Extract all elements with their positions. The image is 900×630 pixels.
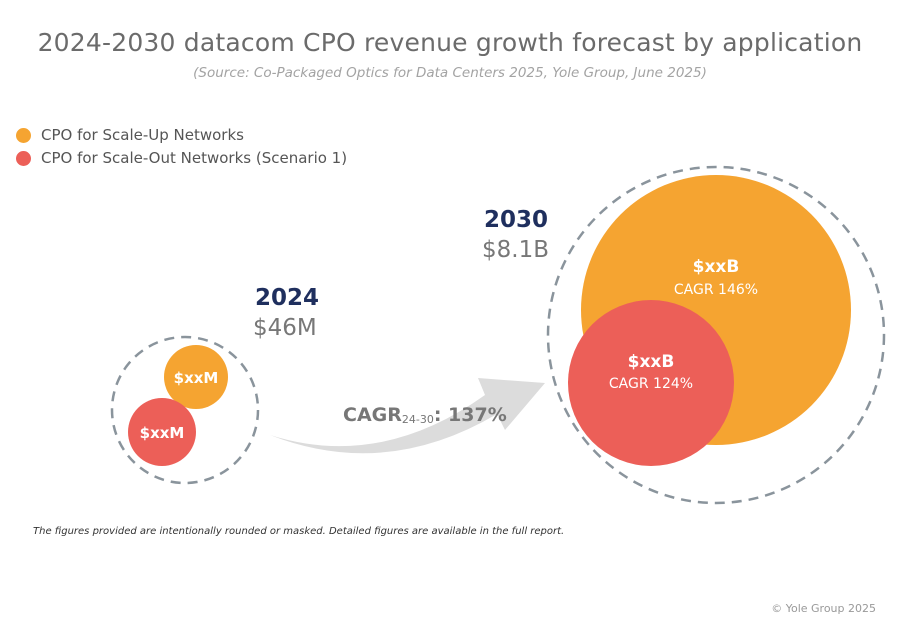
legend-item-scale-up: CPO for Scale-Up Networks [16, 126, 244, 144]
value-2024-scale-out: $xxM [140, 424, 185, 442]
legend-dot-orange-icon [16, 127, 31, 143]
page-title: 2024-2030 datacom CPO revenue growth for… [37, 28, 863, 57]
overall-cagr: CAGR24-30: 137% [343, 404, 507, 426]
bubble-2024-scale-out [128, 398, 196, 466]
growth-arrow [270, 378, 545, 454]
legend-label: CPO for Scale-Up Networks [41, 126, 244, 144]
footnote: The figures provided are intentionally r… [33, 526, 565, 537]
legend-dot-red-icon [16, 150, 31, 166]
cagr-period: 24-30 [401, 413, 434, 426]
bubble-2030-scale-out [568, 300, 734, 466]
value-2030-scale-out: $xxB [628, 352, 675, 372]
bubble-2024-scale-up [164, 345, 228, 409]
source-subtitle: (Source: Co-Packaged Optics for Data Cen… [193, 65, 707, 81]
total-2024: $46M [253, 315, 317, 341]
year-2024: 2024 [255, 285, 320, 311]
legend-item-scale-out: CPO for Scale-Out Networks (Scenario 1) [16, 149, 347, 167]
copyright: © Yole Group 2025 [771, 602, 876, 615]
cagr-value: : 137% [433, 404, 507, 426]
cagr-2030-scale-out: CAGR 124% [609, 376, 693, 392]
boundary-2024 [110, 335, 260, 485]
year-2030: 2030 [484, 207, 549, 233]
total-2030: $8.1B [482, 237, 549, 263]
cagr-prefix: CAGR [343, 404, 402, 426]
value-2024-scale-up: $xxM [174, 369, 219, 387]
value-2030-scale-up: $xxB [693, 257, 740, 277]
legend-label: CPO for Scale-Out Networks (Scenario 1) [41, 149, 348, 167]
boundary-2030 [546, 165, 886, 505]
cagr-2030-scale-up: CAGR 146% [674, 282, 758, 298]
